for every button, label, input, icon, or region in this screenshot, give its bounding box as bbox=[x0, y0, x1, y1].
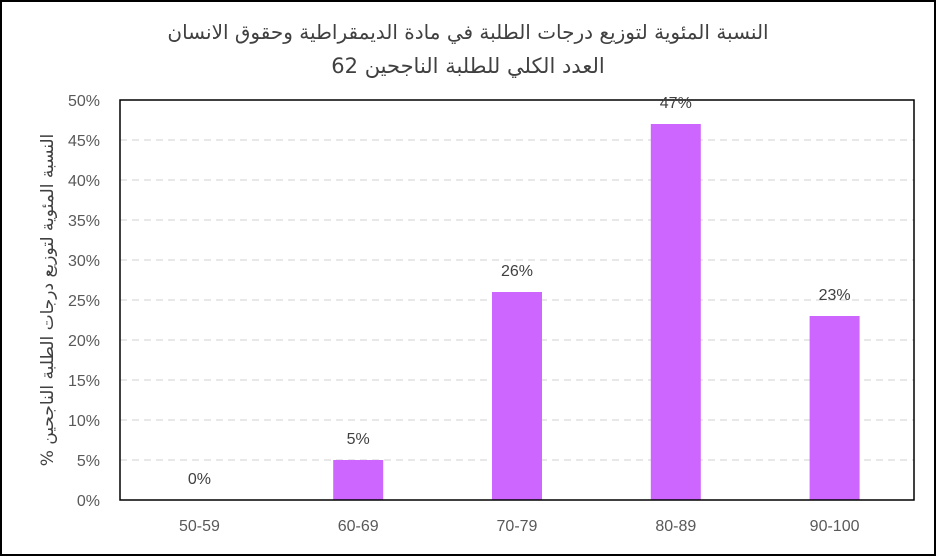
chart-title: النسبة المئوية لتوزيع درجات الطلبة في ما… bbox=[167, 20, 769, 44]
y-tick-label: 25% bbox=[68, 293, 100, 310]
y-tick-label: 5% bbox=[77, 453, 100, 470]
x-tick-label: 70-79 bbox=[497, 518, 538, 535]
y-tick-label: 0% bbox=[77, 493, 100, 510]
data-label: 0% bbox=[188, 471, 211, 488]
y-tick-labels: 0% 5% 10% 15% 20% 25% 30% 35% 40% 45% 50% bbox=[68, 93, 100, 510]
data-labels: 0% 5% 26% 47% 23% bbox=[188, 95, 851, 488]
data-label: 5% bbox=[347, 431, 370, 448]
data-label: 23% bbox=[819, 287, 851, 304]
y-tick-label: 50% bbox=[68, 93, 100, 110]
data-label: 26% bbox=[501, 263, 533, 280]
x-tick-label: 90-100 bbox=[810, 518, 860, 535]
bars bbox=[333, 124, 860, 500]
x-tick-label: 80-89 bbox=[655, 518, 696, 535]
y-tick-label: 35% bbox=[68, 213, 100, 230]
y-tick-label: 45% bbox=[68, 133, 100, 150]
y-tick-label: 20% bbox=[68, 333, 100, 350]
chart-subtitle: العدد الكلي للطلبة الناجحين 62 bbox=[331, 54, 605, 78]
bar-90-100 bbox=[809, 316, 860, 500]
y-tick-label: 15% bbox=[68, 373, 100, 390]
y-tick-label: 40% bbox=[68, 173, 100, 190]
bar-80-89 bbox=[650, 124, 701, 500]
plot-area-border bbox=[119, 99, 915, 501]
data-label: 47% bbox=[660, 95, 692, 112]
y-tick-label: 10% bbox=[68, 413, 100, 430]
bar-60-69 bbox=[333, 460, 384, 500]
x-tick-label: 60-69 bbox=[338, 518, 379, 535]
bar-70-79 bbox=[492, 292, 542, 500]
y-tick-label: 30% bbox=[68, 253, 100, 270]
x-tick-labels: 50-59 60-69 70-79 80-89 90-100 bbox=[179, 518, 860, 535]
x-tick-label: 50-59 bbox=[179, 518, 220, 535]
